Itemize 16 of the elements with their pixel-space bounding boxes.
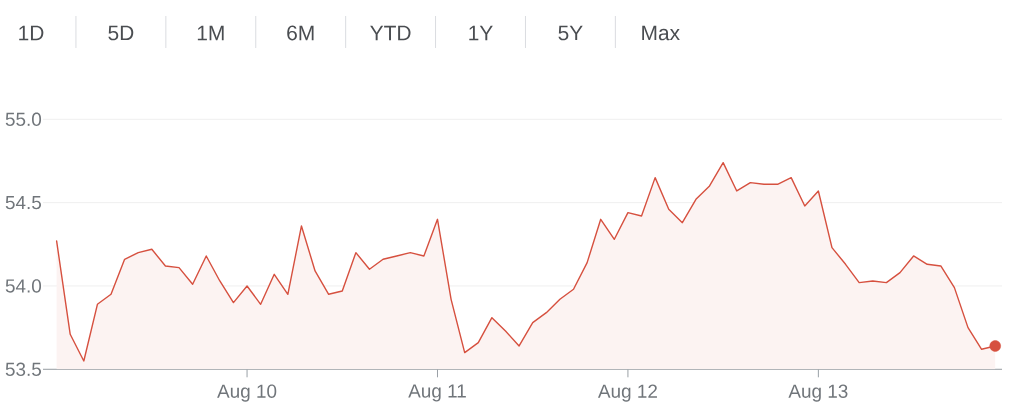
x-tick-label: Aug 12 (597, 384, 657, 402)
text: 1Y (469, 25, 493, 41)
text: 1M (197, 25, 224, 41)
y-tick-label: 54.0 (5, 279, 42, 293)
text: 5D (108, 25, 134, 41)
x-tick-label: Aug 13 (788, 384, 848, 402)
text: 1D (19, 25, 44, 41)
text: Max (642, 25, 680, 41)
y-tick-label: 53.5 (5, 362, 41, 376)
y-tick-label: 54.5 (5, 196, 41, 210)
text: YTD (370, 25, 411, 41)
x-tick-label: Aug 11 (408, 384, 466, 402)
text: 6M (287, 25, 314, 41)
text: 5Y (558, 25, 583, 41)
y-tick-label: 55.0 (5, 112, 42, 126)
x-tick-label: Aug 10 (217, 384, 277, 402)
